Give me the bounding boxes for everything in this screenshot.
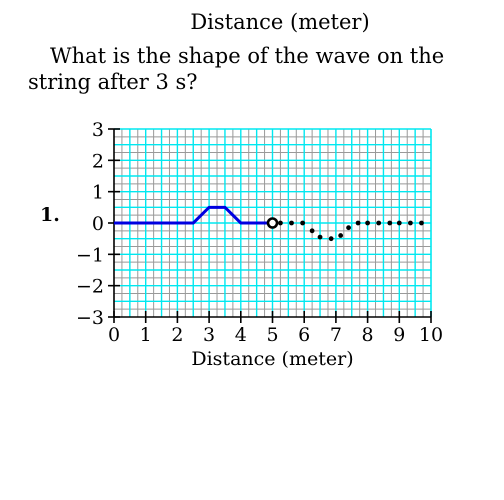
x-tick-label: 8 [362, 324, 374, 346]
x-tick-label: 2 [171, 324, 183, 346]
wave-dot [338, 233, 344, 238]
y-axis-tick-labels: 3 2 1 0 −1 −2 −3 [76, 119, 104, 329]
y-tick-label: 2 [92, 150, 104, 172]
axis-ticks [108, 128, 432, 323]
wave-dot [407, 220, 413, 226]
x-axis-label: Distance (meter) [191, 348, 353, 370]
x-tick-label: 5 [266, 324, 278, 346]
wave-dot [289, 220, 294, 226]
wave-dot [346, 225, 351, 231]
question-text: What is the shape of the wave on the str… [28, 44, 445, 94]
y-tick-label: −2 [76, 276, 104, 298]
wave-dot [317, 234, 323, 240]
wave-dot [355, 220, 361, 226]
problem-number: 1. [40, 204, 60, 226]
previous-chart-x-axis-label: Distance (meter) [190, 10, 370, 34]
wave-dot [278, 220, 283, 226]
x-tick-label: 7 [330, 324, 342, 346]
wave-dot [376, 220, 382, 226]
wave-dot [365, 220, 370, 226]
wave-dot [328, 236, 334, 242]
x-tick-label: 6 [298, 324, 310, 346]
y-tick-label: 3 [92, 119, 104, 141]
y-tick-label: −1 [76, 244, 104, 266]
wave-shape-line [114, 205, 273, 225]
wave-front-marker [266, 217, 279, 229]
wave-dot [300, 220, 306, 226]
wave-dot [387, 220, 393, 226]
y-tick-label: 0 [92, 213, 104, 235]
y-tick-label: 1 [92, 182, 104, 204]
x-tick-label: 3 [203, 324, 215, 346]
wave-dot [396, 220, 402, 226]
wave-dot [419, 220, 424, 226]
y-tick-label: −3 [76, 307, 104, 329]
wave-series [114, 205, 424, 242]
wave-marker [266, 217, 279, 229]
x-tick-label: 10 [419, 324, 443, 346]
x-tick-label: 4 [235, 324, 247, 346]
x-tick-label: 9 [393, 324, 405, 346]
x-tick-label: 1 [140, 324, 152, 346]
wave-dot [309, 228, 315, 234]
x-tick-label: 0 [108, 324, 120, 346]
x-axis-tick-labels: 0 1 2 3 4 5 6 7 8 9 10 [108, 324, 443, 346]
